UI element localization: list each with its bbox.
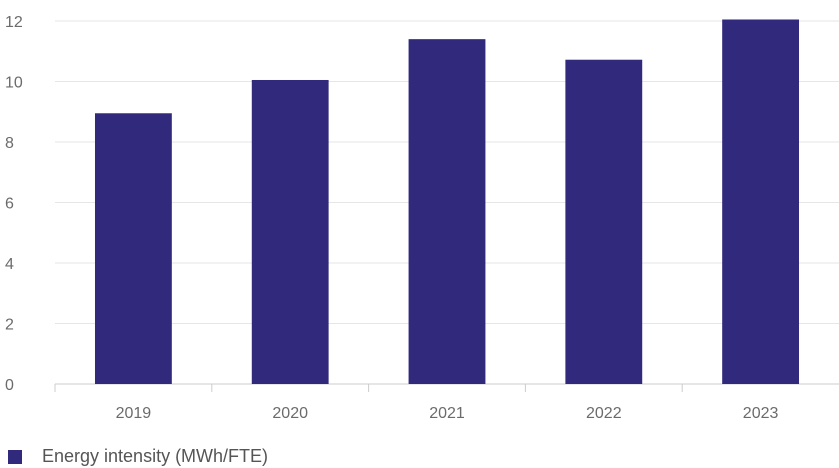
legend: Energy intensity (MWh/FTE) bbox=[8, 446, 268, 467]
legend-label: Energy intensity (MWh/FTE) bbox=[42, 446, 269, 466]
x-tick-label: 2023 bbox=[743, 405, 779, 422]
x-tick-label: 2020 bbox=[272, 405, 308, 422]
legend-swatch bbox=[8, 449, 22, 464]
bar bbox=[94, 113, 172, 384]
y-tick-label: 0 bbox=[5, 377, 14, 394]
y-tick-label: 2 bbox=[5, 317, 14, 334]
bar bbox=[722, 19, 800, 385]
x-tick-label: 2019 bbox=[116, 405, 152, 422]
bar bbox=[251, 79, 329, 385]
x-tick-label: 2022 bbox=[586, 405, 622, 422]
y-tick-label: 4 bbox=[5, 256, 14, 273]
y-tick-label: 12 bbox=[5, 14, 23, 31]
y-tick-label: 8 bbox=[5, 135, 14, 152]
bar bbox=[565, 59, 643, 384]
y-tick-label: 10 bbox=[5, 75, 23, 92]
y-tick-label: 6 bbox=[5, 196, 14, 213]
x-tick-label: 2021 bbox=[429, 405, 465, 422]
bar bbox=[408, 39, 486, 385]
